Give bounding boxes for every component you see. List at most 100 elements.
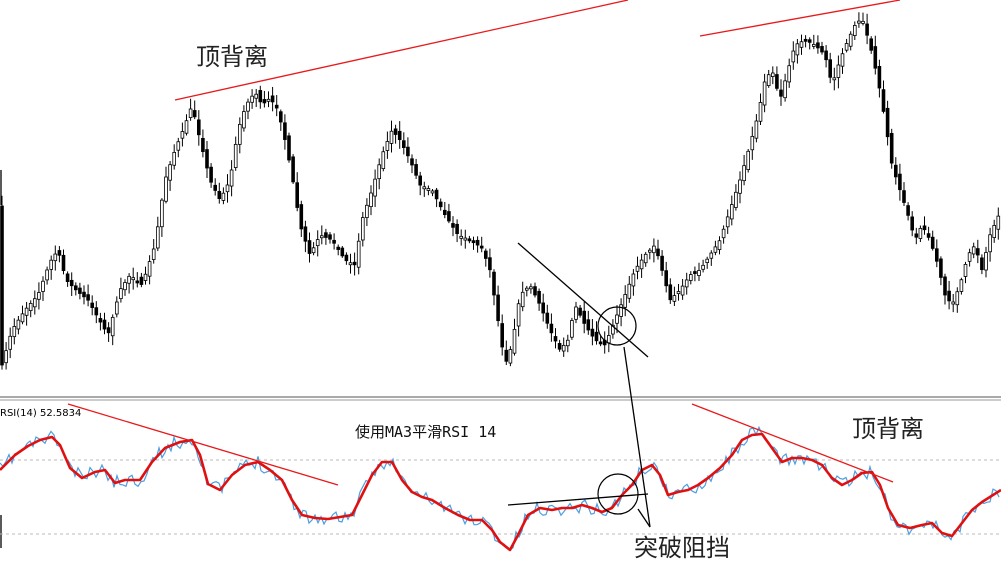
candle-body: [201, 137, 205, 152]
candle-body: [516, 303, 521, 327]
candle-body: [8, 335, 13, 350]
candle-body: [102, 319, 107, 330]
candle-body: [635, 265, 640, 272]
candle-body: [557, 343, 562, 350]
candle-body: [512, 328, 517, 354]
candle-body: [869, 38, 873, 51]
candle-body: [336, 246, 340, 250]
candle-body: [237, 123, 242, 145]
candle-body: [434, 189, 439, 200]
candle-body: [623, 294, 627, 308]
candle-body: [160, 199, 164, 228]
candle-body: [438, 201, 443, 208]
candle-body: [176, 141, 181, 151]
candle-body: [926, 233, 931, 238]
candle-body: [41, 280, 45, 292]
candle-body: [287, 135, 291, 161]
candle-body: [315, 239, 320, 247]
candle-body: [270, 95, 275, 103]
candle-body: [939, 258, 943, 278]
candle-body: [250, 95, 254, 103]
candle-body: [627, 283, 632, 299]
candle-body: [86, 294, 90, 301]
candle-body: [65, 273, 70, 283]
candle-body: [500, 323, 504, 348]
candle-body: [582, 310, 586, 324]
candle-body: [344, 254, 349, 262]
candle-body: [730, 204, 734, 220]
candle-body: [816, 42, 820, 49]
candle-body: [578, 307, 582, 316]
candle-body: [611, 324, 615, 335]
price-divergence-label: 顶背离: [196, 43, 268, 71]
candle-body: [660, 255, 664, 271]
candle-body: [307, 240, 312, 254]
candle-body: [607, 335, 611, 344]
candle-body: [984, 252, 988, 271]
candle-body: [795, 43, 800, 56]
candle-body: [303, 226, 308, 242]
candle-body: [242, 111, 246, 129]
candle-body: [278, 111, 283, 123]
candle-body: [861, 20, 865, 24]
candle-body: [930, 236, 935, 249]
candle-body: [967, 252, 972, 262]
candle-body: [447, 211, 451, 222]
candle-body: [0, 205, 4, 366]
rsi-breakout-line: [507, 493, 649, 506]
candle-body: [155, 226, 160, 249]
candle-body: [529, 286, 533, 290]
candle-body: [106, 327, 111, 334]
candle-body: [553, 336, 558, 342]
candle-body: [812, 44, 816, 47]
candle-body: [254, 93, 259, 99]
candle-body: [78, 287, 82, 294]
price-top-divergence-2: [699, 0, 901, 37]
candle-body: [680, 285, 685, 296]
candle-body: [373, 178, 377, 197]
candle-body: [881, 89, 886, 112]
candle-body: [426, 188, 431, 191]
candle-body: [943, 276, 947, 296]
candle-body: [352, 261, 357, 266]
candle-body: [258, 90, 263, 103]
candle-body: [12, 326, 17, 338]
candle-body: [791, 50, 796, 63]
candle-body: [61, 254, 66, 272]
breakout-trendline: [517, 242, 649, 358]
candle-body: [746, 150, 750, 171]
rsi-panel-title: 使用MA3平滑RSI 14: [355, 423, 496, 441]
candle-body: [758, 102, 763, 122]
candle-body: [971, 246, 976, 255]
candle-body: [697, 270, 701, 276]
candle-body: [885, 107, 890, 138]
candle-body: [734, 191, 738, 208]
candle-body: [807, 39, 812, 43]
candle-body: [693, 271, 697, 274]
candle-body: [381, 151, 386, 170]
candle-body: [914, 233, 919, 238]
candle-body: [221, 192, 226, 201]
candle-body: [45, 269, 49, 281]
candle-body: [533, 286, 537, 296]
candle-body: [537, 290, 541, 304]
candle-body: [918, 228, 923, 239]
candle-body: [196, 119, 201, 136]
price-breakout-circle: [597, 306, 637, 346]
candle-body: [213, 184, 218, 191]
candle-body: [377, 164, 381, 180]
candle-body: [566, 339, 570, 347]
candle-body: [590, 328, 595, 337]
candle-body: [574, 306, 578, 320]
candle-body: [779, 89, 783, 97]
candle-body: [37, 292, 41, 300]
candle-body: [459, 235, 463, 239]
candle-body: [467, 238, 472, 242]
candle-body: [754, 120, 759, 139]
candle-body: [406, 146, 410, 157]
candle-body: [672, 295, 677, 302]
candle-body: [857, 20, 861, 24]
candle-body: [324, 232, 328, 238]
